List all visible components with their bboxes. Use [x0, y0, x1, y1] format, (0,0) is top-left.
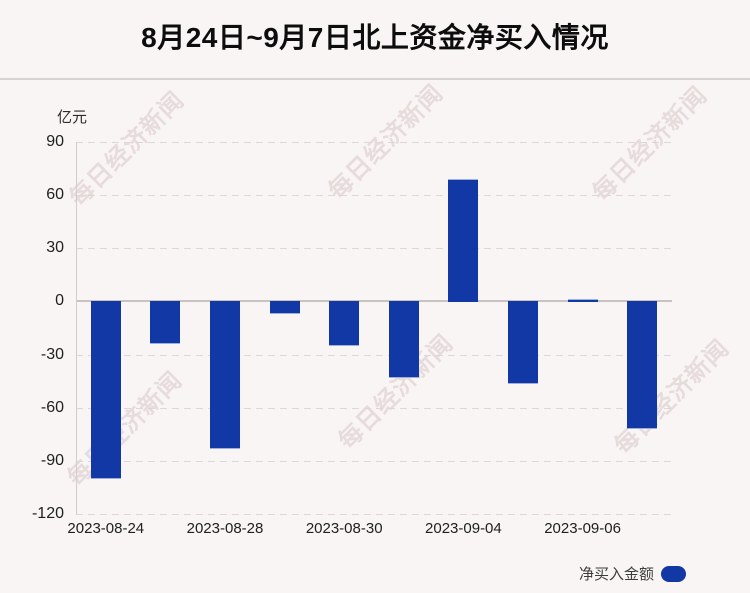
- bar-1[interactable]: [150, 301, 181, 344]
- header-divider: [0, 78, 750, 80]
- grid-line: [76, 514, 672, 515]
- grid-line: [76, 195, 672, 197]
- y-axis-tick-label: 90: [46, 133, 64, 150]
- bar-7[interactable]: [508, 301, 538, 384]
- x-axis-tick-label: 2023-09-04: [425, 520, 502, 537]
- y-axis-unit-label: 亿元: [57, 109, 88, 126]
- bar-8[interactable]: [567, 299, 598, 303]
- x-axis-tick-label: 2023-09-06: [544, 520, 621, 537]
- y-axis-tick-label: -90: [40, 451, 64, 469]
- grid-line: [76, 248, 672, 250]
- bar-0[interactable]: [90, 301, 121, 479]
- y-axis-tick-label: -120: [31, 505, 64, 522]
- chart-title: 8月24日~9月7日北上资金净买入情况: [141, 22, 609, 53]
- x-axis-tick-label: 2023-08-24: [67, 520, 145, 537]
- bar-4[interactable]: [329, 301, 360, 346]
- legend-label: 净买入金额: [578, 566, 654, 583]
- x-axis-tick-label: 2023-08-28: [186, 520, 264, 537]
- grid-line: [76, 354, 672, 356]
- y-axis-tick-label: 60: [46, 186, 64, 204]
- x-axis-tick-label: 2023-08-30: [305, 520, 383, 537]
- grid-line: [76, 407, 672, 409]
- y-axis-tick-label: -60: [40, 398, 64, 416]
- bar-3[interactable]: [269, 301, 300, 314]
- bar-9[interactable]: [627, 301, 658, 429]
- y-axis-line: [76, 142, 77, 514]
- y-axis-tick-label: 0: [55, 292, 64, 310]
- bar-2[interactable]: [210, 301, 240, 449]
- bar-5[interactable]: [388, 301, 419, 378]
- legend-marker-icon: [661, 565, 686, 582]
- bar-6[interactable]: [448, 179, 479, 303]
- zero-grid-line: [76, 300, 672, 303]
- grid-line: [76, 142, 672, 143]
- legend[interactable]: 净买入金额: [579, 563, 686, 584]
- grid-line: [76, 460, 672, 462]
- y-axis-tick-label: 30: [46, 239, 64, 257]
- y-axis-tick-label: -30: [40, 345, 64, 363]
